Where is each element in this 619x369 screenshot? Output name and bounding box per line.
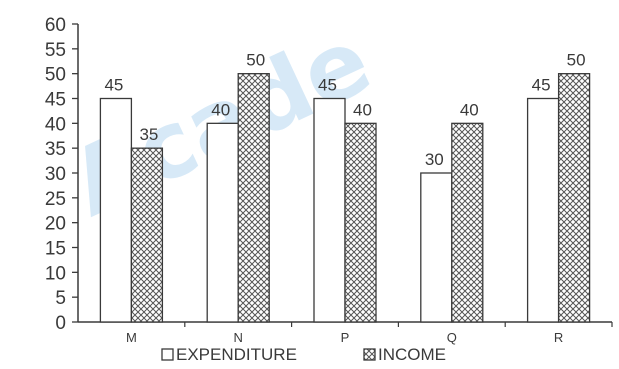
y-tick-label: 50: [45, 65, 66, 86]
data-label-income-m: 35: [139, 125, 158, 144]
bar-expenditure-q: [420, 172, 453, 323]
bar-income-n: [237, 73, 270, 323]
bar-income-q: [451, 122, 484, 323]
data-label-expenditure-r: 45: [532, 76, 551, 95]
legend-label-expenditure: EXPENDITURE: [176, 345, 297, 364]
data-labels: 45 35 40 50 45 40 30 40 45 50: [104, 51, 585, 169]
bar-expenditure-n: [206, 122, 239, 323]
bar-income-r: [557, 73, 591, 323]
y-tick-label: 45: [45, 90, 66, 111]
data-label-expenditure-p: 45: [318, 76, 337, 95]
x-tick-label: M: [126, 330, 137, 345]
x-tick-label: P: [341, 330, 350, 345]
y-tick-label: 60: [45, 15, 66, 36]
data-label-expenditure-q: 30: [425, 150, 444, 169]
data-label-income-r: 50: [567, 51, 586, 70]
bars: [99, 73, 591, 323]
data-label-income-p: 40: [353, 100, 372, 119]
y-tick-label: 5: [55, 288, 66, 309]
x-tick-label: Q: [447, 330, 457, 345]
legend: EXPENDITURE INCOME: [161, 345, 446, 364]
legend-swatch-expenditure: [161, 348, 174, 361]
x-tick-label: R: [554, 330, 563, 345]
y-tick-label: 15: [45, 239, 66, 260]
data-label-expenditure-m: 45: [104, 76, 123, 95]
data-label-expenditure-n: 40: [211, 100, 230, 119]
legend-swatch-income: [363, 348, 376, 361]
y-tick-label: 10: [45, 263, 66, 284]
legend-label-income: INCOME: [378, 345, 446, 364]
bar-expenditure-p: [313, 97, 346, 323]
y-tick-label: 20: [45, 214, 66, 235]
y-tick-label: 30: [45, 164, 66, 185]
y-tick-label: 55: [45, 40, 66, 61]
y-axis: 0 5 10 15 20 25 30 35 40 45 50 55 60: [45, 15, 79, 334]
y-tick-label: 25: [45, 189, 66, 210]
x-tick-label: N: [234, 330, 243, 345]
bar-income-p: [344, 122, 377, 323]
bar-expenditure-m: [99, 97, 133, 323]
bar-expenditure-r: [526, 97, 560, 323]
y-tick-label: 0: [55, 313, 66, 334]
bar-income-m: [130, 147, 164, 323]
y-tick-label: 35: [45, 139, 66, 160]
data-label-income-n: 50: [246, 51, 265, 70]
y-tick-label: 40: [45, 114, 66, 135]
data-label-income-q: 40: [460, 100, 479, 119]
